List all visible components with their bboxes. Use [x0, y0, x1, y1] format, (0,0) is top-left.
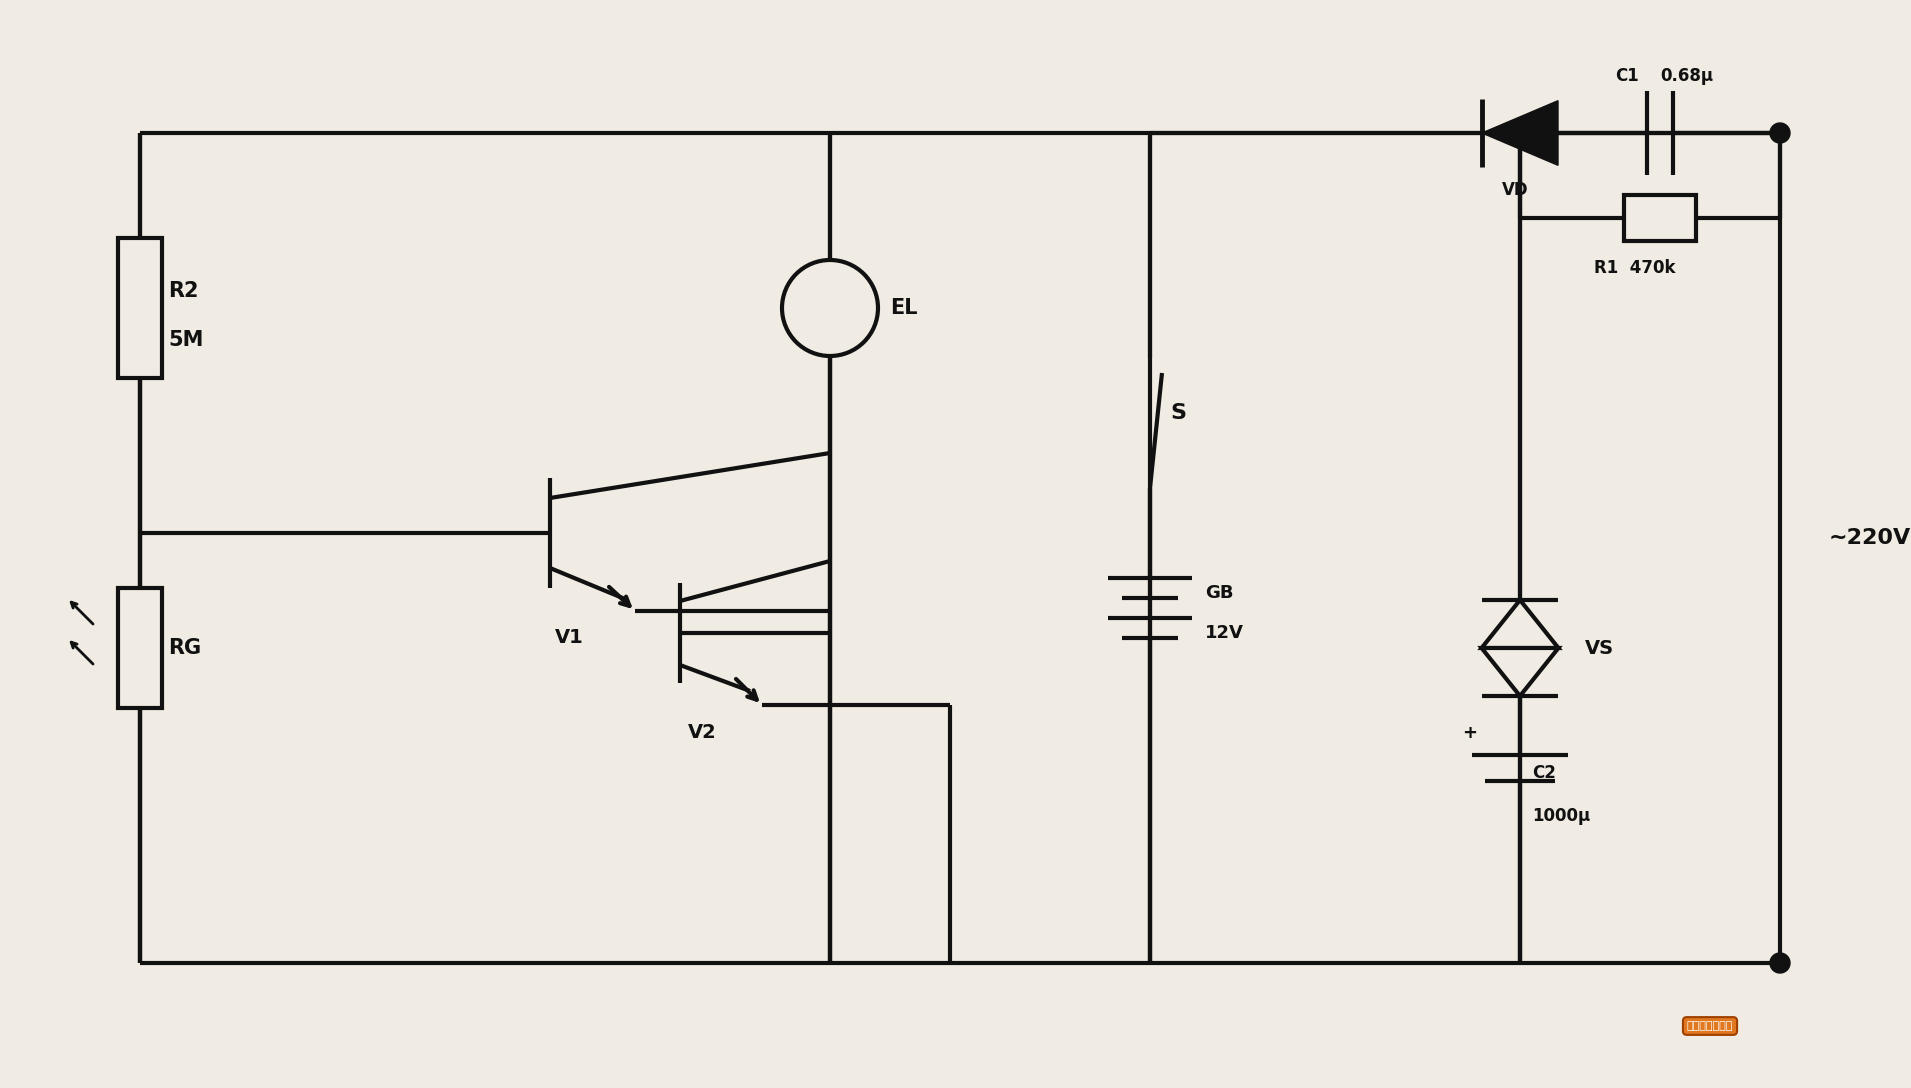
Circle shape: [1770, 123, 1791, 143]
Bar: [118, 588, 162, 708]
Text: C2: C2: [1533, 764, 1556, 782]
Circle shape: [1770, 953, 1791, 973]
Text: +: +: [1462, 724, 1477, 742]
Text: 12V: 12V: [1206, 625, 1244, 642]
Text: R1  470k: R1 470k: [1594, 259, 1676, 277]
Text: VS: VS: [1584, 639, 1615, 657]
Circle shape: [782, 260, 877, 356]
Polygon shape: [1483, 101, 1557, 165]
Text: V1: V1: [554, 628, 583, 647]
Text: ~220V: ~220V: [1829, 528, 1911, 548]
Text: S: S: [1170, 403, 1187, 423]
Text: 0.68μ: 0.68μ: [1661, 67, 1712, 85]
Text: VD: VD: [1502, 181, 1529, 199]
Text: GB: GB: [1206, 584, 1233, 602]
Text: R2: R2: [168, 281, 199, 301]
Bar: [1624, 195, 1695, 242]
Bar: [118, 238, 162, 378]
Text: RG: RG: [168, 638, 201, 658]
Text: 维库电子市场网: 维库电子市场网: [1687, 1021, 1733, 1031]
Text: C1: C1: [1615, 67, 1640, 85]
Text: 1000μ: 1000μ: [1533, 807, 1590, 825]
Text: EL: EL: [891, 298, 917, 318]
Polygon shape: [1481, 648, 1557, 696]
Text: 5M: 5M: [168, 330, 203, 350]
Text: V2: V2: [688, 724, 717, 742]
Polygon shape: [1481, 599, 1557, 648]
